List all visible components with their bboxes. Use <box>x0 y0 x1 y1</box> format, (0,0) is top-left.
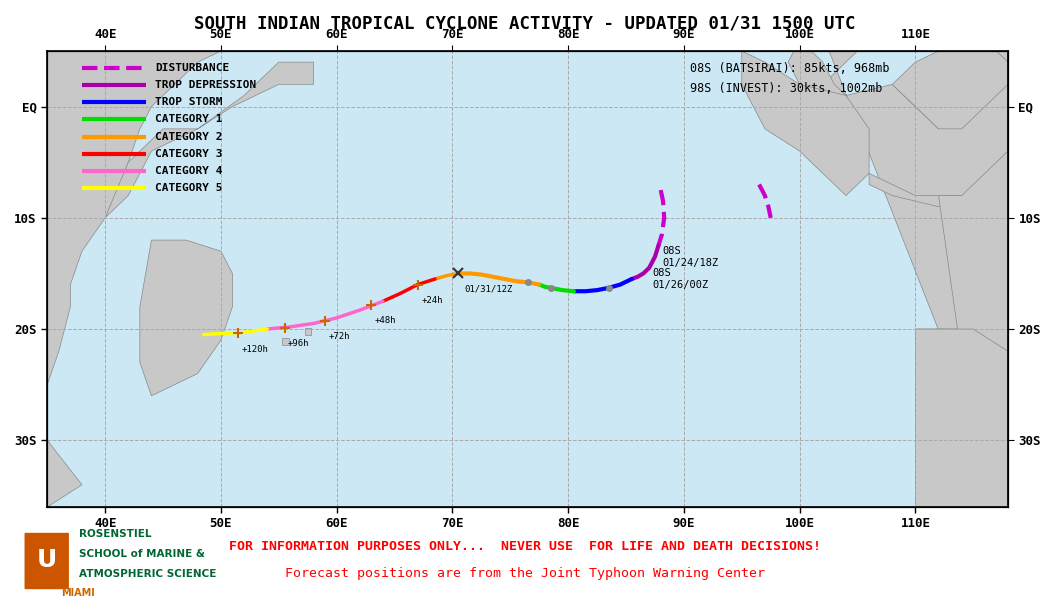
Polygon shape <box>282 338 289 344</box>
Polygon shape <box>916 329 1008 507</box>
Text: 08S
01/26/00Z: 08S 01/26/00Z <box>653 268 709 290</box>
Polygon shape <box>36 51 220 507</box>
Text: DISTURBANCE: DISTURBANCE <box>155 62 229 73</box>
Text: 98S (INVEST): 30kts, 1002mb: 98S (INVEST): 30kts, 1002mb <box>690 82 882 95</box>
Text: SOUTH INDIAN TROPICAL CYCLONE ACTIVITY - UPDATED 01/31 1500 UTC: SOUTH INDIAN TROPICAL CYCLONE ACTIVITY -… <box>194 15 856 33</box>
Text: +96h: +96h <box>288 339 310 348</box>
Polygon shape <box>892 40 1008 129</box>
Text: Forecast positions are from the Joint Typhoon Warning Center: Forecast positions are from the Joint Ty… <box>285 567 765 580</box>
Polygon shape <box>713 0 724 7</box>
Polygon shape <box>429 0 707 17</box>
Text: MIAMI: MIAMI <box>61 588 94 598</box>
Text: +120h: +120h <box>242 344 269 353</box>
Polygon shape <box>306 328 311 335</box>
Text: +72h: +72h <box>329 332 350 341</box>
Polygon shape <box>741 51 869 196</box>
Text: CATEGORY 3: CATEGORY 3 <box>155 149 223 159</box>
FancyBboxPatch shape <box>24 533 69 589</box>
Text: ROSENSTIEL: ROSENSTIEL <box>79 529 151 539</box>
Text: 08S (BATSIRAI): 85kts, 968mb: 08S (BATSIRAI): 85kts, 968mb <box>690 62 889 75</box>
Text: 08S
01/24/18Z: 08S 01/24/18Z <box>662 246 718 268</box>
Text: +24h: +24h <box>421 296 443 305</box>
Polygon shape <box>741 0 1008 507</box>
Polygon shape <box>789 40 846 107</box>
Text: U: U <box>37 548 57 572</box>
Text: CATEGORY 2: CATEGORY 2 <box>155 131 223 142</box>
Polygon shape <box>566 0 589 40</box>
Text: CATEGORY 5: CATEGORY 5 <box>155 184 223 193</box>
Text: TROP DEPRESSION: TROP DEPRESSION <box>155 80 256 90</box>
Polygon shape <box>105 62 314 218</box>
Text: +48h: +48h <box>375 316 396 325</box>
Polygon shape <box>140 240 232 396</box>
Polygon shape <box>939 51 1008 507</box>
Text: CATEGORY 1: CATEGORY 1 <box>155 115 223 124</box>
Text: CATEGORY 4: CATEGORY 4 <box>155 166 223 176</box>
Text: TROP STORM: TROP STORM <box>155 97 223 107</box>
Text: 01/31/12Z: 01/31/12Z <box>464 284 512 293</box>
Polygon shape <box>869 173 962 207</box>
Text: FOR INFORMATION PURPOSES ONLY...  NEVER USE  FOR LIFE AND DEATH DECISIONS!: FOR INFORMATION PURPOSES ONLY... NEVER U… <box>229 540 821 553</box>
Text: ATMOSPHERIC SCIENCE: ATMOSPHERIC SCIENCE <box>79 569 216 579</box>
Text: SCHOOL of MARINE &: SCHOOL of MARINE & <box>79 549 205 559</box>
Polygon shape <box>429 0 568 17</box>
